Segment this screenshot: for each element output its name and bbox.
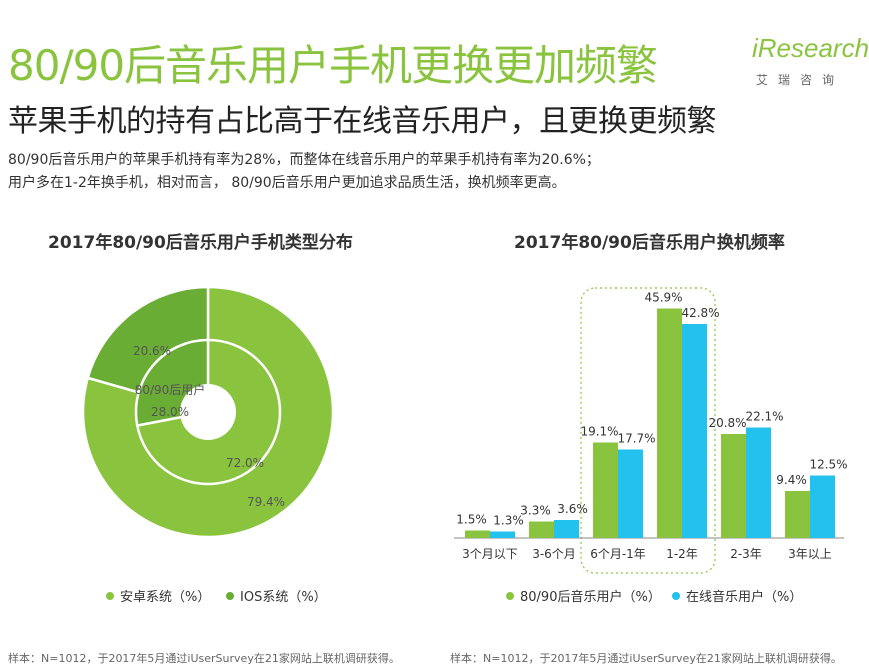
legend-swatch-series-1 xyxy=(506,591,514,600)
donut-legend-ios: IOS系统（%） xyxy=(226,586,327,605)
donut-label-inner-android: 72.0% xyxy=(226,456,264,470)
bar-series-1-5 xyxy=(785,491,810,538)
donut-chart: 20.6% 28.0% 72.0% 79.4% 80/90后用户 xyxy=(81,285,335,539)
legend-swatch-series-2 xyxy=(672,591,680,600)
legend-swatch-ios xyxy=(226,591,234,600)
bar-label-series-1-5: 9.4% xyxy=(776,473,807,487)
description-line-1: 80/90后音乐用户的苹果手机持有率为28%，而整体在线音乐用户的苹果手机持有率… xyxy=(8,152,600,168)
bar-chart: 1.5% 1.3% 3个月以下 3.3% 3.6% 3-6个月 19.1%17.7% 6个月-… xyxy=(454,287,848,574)
bar-chart-title: 2017年80/90后音乐用户换机频率 xyxy=(514,233,785,253)
donut-source-note: 样本：N=1012，于2017年5月通过iUserSurvey在21家网站上联机… xyxy=(8,652,400,665)
donut-legend-android: 安卓系统（%） xyxy=(106,586,210,605)
bar-label-series-1-0: 1.5% xyxy=(456,513,487,527)
bar-category-label-0: 3个月以下 xyxy=(462,547,518,561)
bar-highlight-box xyxy=(580,287,716,574)
page-title: 80/90后音乐用户手机更换更加频繁 xyxy=(8,41,658,90)
bar-series-1-3 xyxy=(657,308,682,538)
legend-label-series-2: 在线音乐用户（%） xyxy=(686,590,803,605)
legend-label-ios: IOS系统（%） xyxy=(240,590,327,605)
legend-label-series-1: 80/90后音乐用户（%） xyxy=(520,590,661,605)
bar-legend-series-2: 在线音乐用户（%） xyxy=(672,586,802,605)
bar-series-1-1 xyxy=(529,521,554,538)
bar-category-label-2: 6个月-1年 xyxy=(590,547,646,561)
bar-category-label-4: 2-3年 xyxy=(730,547,762,561)
donut-center-label: 80/90后用户 xyxy=(135,382,206,397)
bar-label-series-1-4: 20.8% xyxy=(708,416,746,430)
description-line-2: 用户多在1-2年换手机，相对而言， 80/90后音乐用户更加追求品质生活，换机频… xyxy=(8,175,566,191)
bar-series-1-2 xyxy=(593,442,618,538)
legend-label-android: 安卓系统（%） xyxy=(120,590,211,605)
bar-label-series-2-1: 3.6% xyxy=(557,502,588,516)
bar-label-series-1-1: 3.3% xyxy=(520,504,551,518)
bar-series-2-1 xyxy=(554,520,579,538)
bar-label-series-2-5: 12.5% xyxy=(809,458,847,472)
bar-label-series-2-3: 42.8% xyxy=(681,306,719,320)
bar-series-1-0 xyxy=(465,530,490,538)
bar-label-series-2-2: 17.7% xyxy=(617,432,655,446)
bar-series-1-4 xyxy=(721,434,746,538)
bar-series-2-2 xyxy=(618,449,643,538)
logo-brand: iResearch xyxy=(752,33,869,63)
bar-series-2-0 xyxy=(490,531,515,538)
logo-sub: 艾瑞咨询 xyxy=(756,73,845,87)
bar-category-label-3: 1-2年 xyxy=(666,547,698,561)
donut-label-outer-android: 79.4% xyxy=(247,495,285,509)
legend-swatch-android xyxy=(106,591,114,600)
bar-label-series-2-4: 22.1% xyxy=(745,410,783,424)
donut-center-hole xyxy=(180,384,236,440)
donut-label-outer-ios: 20.6% xyxy=(133,344,171,358)
bar-category-label-5: 3年以上 xyxy=(788,547,832,561)
page-subtitle: 苹果手机的持有占比高于在线音乐用户，且更换更频繁 xyxy=(8,104,717,139)
iresearch-logo: iResearch 艾瑞咨询 xyxy=(752,33,869,93)
bar-label-series-1-3: 45.9% xyxy=(644,291,682,305)
bar-series-2-3 xyxy=(682,324,707,538)
bar-label-series-1-2: 19.1% xyxy=(580,425,618,439)
bar-category-label-1: 3-6个月 xyxy=(532,547,576,561)
donut-label-inner-ios: 28.0% xyxy=(151,405,189,419)
bar-source-note: 样本：N=1012，于2017年5月通过iUserSurvey在21家网站上联机… xyxy=(450,652,842,665)
bar-label-series-2-0: 1.3% xyxy=(493,514,524,528)
bar-series-2-4 xyxy=(746,427,771,538)
bar-legend-series-1: 80/90后音乐用户（%） xyxy=(506,586,661,605)
bar-series-2-5 xyxy=(810,475,835,538)
donut-chart-title: 2017年80/90后音乐用户手机类型分布 xyxy=(48,233,353,253)
